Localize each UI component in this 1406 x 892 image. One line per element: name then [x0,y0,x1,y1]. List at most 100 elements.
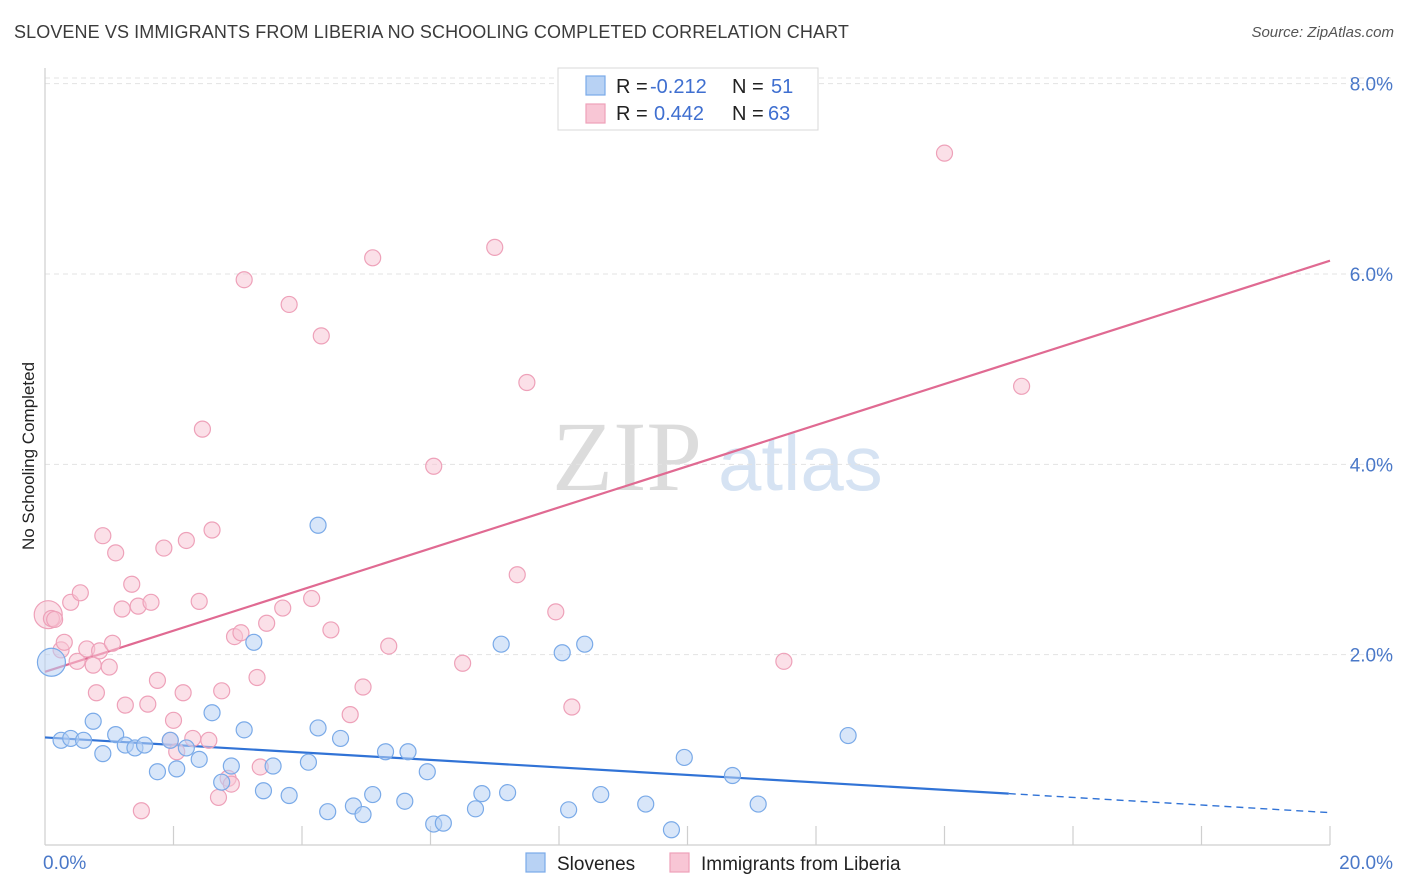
point-liberia-42 [248,668,266,687]
point-slovenes-18 [235,721,253,739]
point-slovenes-47 [675,748,693,767]
point-liberia-35 [209,788,228,807]
point-liberia-63 [1012,377,1031,395]
point-liberia-34 [203,521,221,539]
point-slovenes-49 [749,795,767,813]
legend-swatch-slovenes [585,75,606,96]
point-slovenes-48 [723,766,742,785]
y-tick-label-3: 8.0% [1350,75,1393,96]
point-liberia-50 [341,706,359,724]
point-liberia-22 [142,593,160,611]
point-liberia-36 [213,682,231,700]
point-liberia-40 [232,624,250,642]
point-slovenes-42 [560,801,578,819]
point-slovenes-12 [168,760,186,778]
point-liberia-4 [55,633,73,651]
x-tick-label-1: 20.0% [1339,853,1393,874]
point-liberia-20 [132,802,150,820]
legend-r-value-1: -0.212 [650,76,707,98]
point-liberia-56 [486,238,504,256]
point-liberia-9 [84,656,102,674]
point-liberia-60 [563,698,581,716]
point-slovenes-17 [222,757,240,775]
watermark-atlas: atlas [718,419,883,507]
point-liberia-49 [322,621,340,639]
point-slovenes-21 [264,757,282,775]
point-liberia-24 [155,539,173,557]
point-slovenes-10 [148,763,167,781]
point-slovenes-38 [473,785,491,803]
bottom-legend-slovenes: Slovenes [557,854,635,875]
legend-n-value-1: 51 [771,76,793,98]
point-slovenes-37 [466,800,485,818]
chart-title: SLOVENE VS IMMIGRANTS FROM LIBERIA NO SC… [14,22,849,42]
bottom-legend-swatch-liberia [669,852,690,873]
point-liberia-53 [380,637,398,655]
legend-r-value-2: 0.442 [654,103,704,125]
point-liberia-26 [164,711,183,729]
point-slovenes-24 [309,719,327,737]
point-liberia-55 [454,654,472,672]
point-slovenes-9 [135,736,154,754]
point-liberia-18 [123,575,141,593]
point-slovenes-13 [177,739,195,757]
point-slovenes-40 [499,784,517,802]
point-liberia-13 [100,658,118,676]
point-slovenes-23 [299,753,318,771]
legend-n-label-2: N = [732,103,764,125]
point-liberia-23 [148,671,167,689]
point-slovenes-45 [637,795,655,813]
point-slovenes-31 [376,743,395,761]
point-slovenes-25 [309,516,327,534]
point-slovenes-11 [161,731,179,749]
y-tick-label-2: 6.0% [1350,265,1393,286]
bottom-legend-liberia: Immigrants from Liberia [701,854,901,875]
point-slovenes-29 [354,805,372,824]
bottom-legend-swatch-slovenes [525,852,546,873]
point-slovenes-27 [331,729,350,748]
point-liberia-6 [68,652,86,670]
point-slovenes-5 [94,745,112,763]
point-liberia-11 [91,642,109,660]
point-liberia-47 [303,589,321,608]
point-liberia-31 [190,592,208,610]
y-axis-label: No Schooling Completed [19,362,38,550]
point-liberia-7 [71,584,89,602]
legend-n-label-1: N = [732,76,764,98]
point-liberia-10 [87,684,106,702]
y-tick-label-1: 4.0% [1350,455,1393,476]
source-label: Source: ZipAtlas.com [1251,24,1394,41]
point-liberia-17 [116,696,134,714]
point-liberia-16 [113,600,131,618]
point-slovenes-43 [576,635,594,653]
point-slovenes-3 [74,731,93,749]
point-liberia-45 [274,599,292,617]
point-slovenes-46 [662,821,681,839]
point-slovenes-41 [553,644,571,662]
point-liberia-12 [94,527,112,545]
point-slovenes-0 [36,647,67,677]
point-liberia-54 [425,457,443,475]
point-slovenes-32 [396,792,414,810]
point-slovenes-20 [254,782,273,800]
point-slovenes-34 [418,763,436,781]
point-slovenes-15 [203,704,221,722]
point-slovenes-19 [245,633,263,651]
data-points [33,144,1031,839]
trend-line-slovenes-extension [1008,792,1331,814]
point-liberia-41 [235,271,253,289]
point-liberia-14 [103,634,122,652]
point-liberia-46 [280,295,298,314]
point-liberia-57 [508,566,526,584]
point-liberia-15 [107,544,125,562]
point-slovenes-39 [492,635,510,653]
point-liberia-51 [354,678,372,696]
point-slovenes-30 [364,785,382,804]
point-liberia-2 [46,610,64,629]
point-slovenes-16 [213,773,231,791]
point-slovenes-4 [84,712,102,730]
point-slovenes-36 [434,814,452,832]
y-tick-label-0: 2.0% [1350,646,1393,667]
axes [44,68,1331,846]
